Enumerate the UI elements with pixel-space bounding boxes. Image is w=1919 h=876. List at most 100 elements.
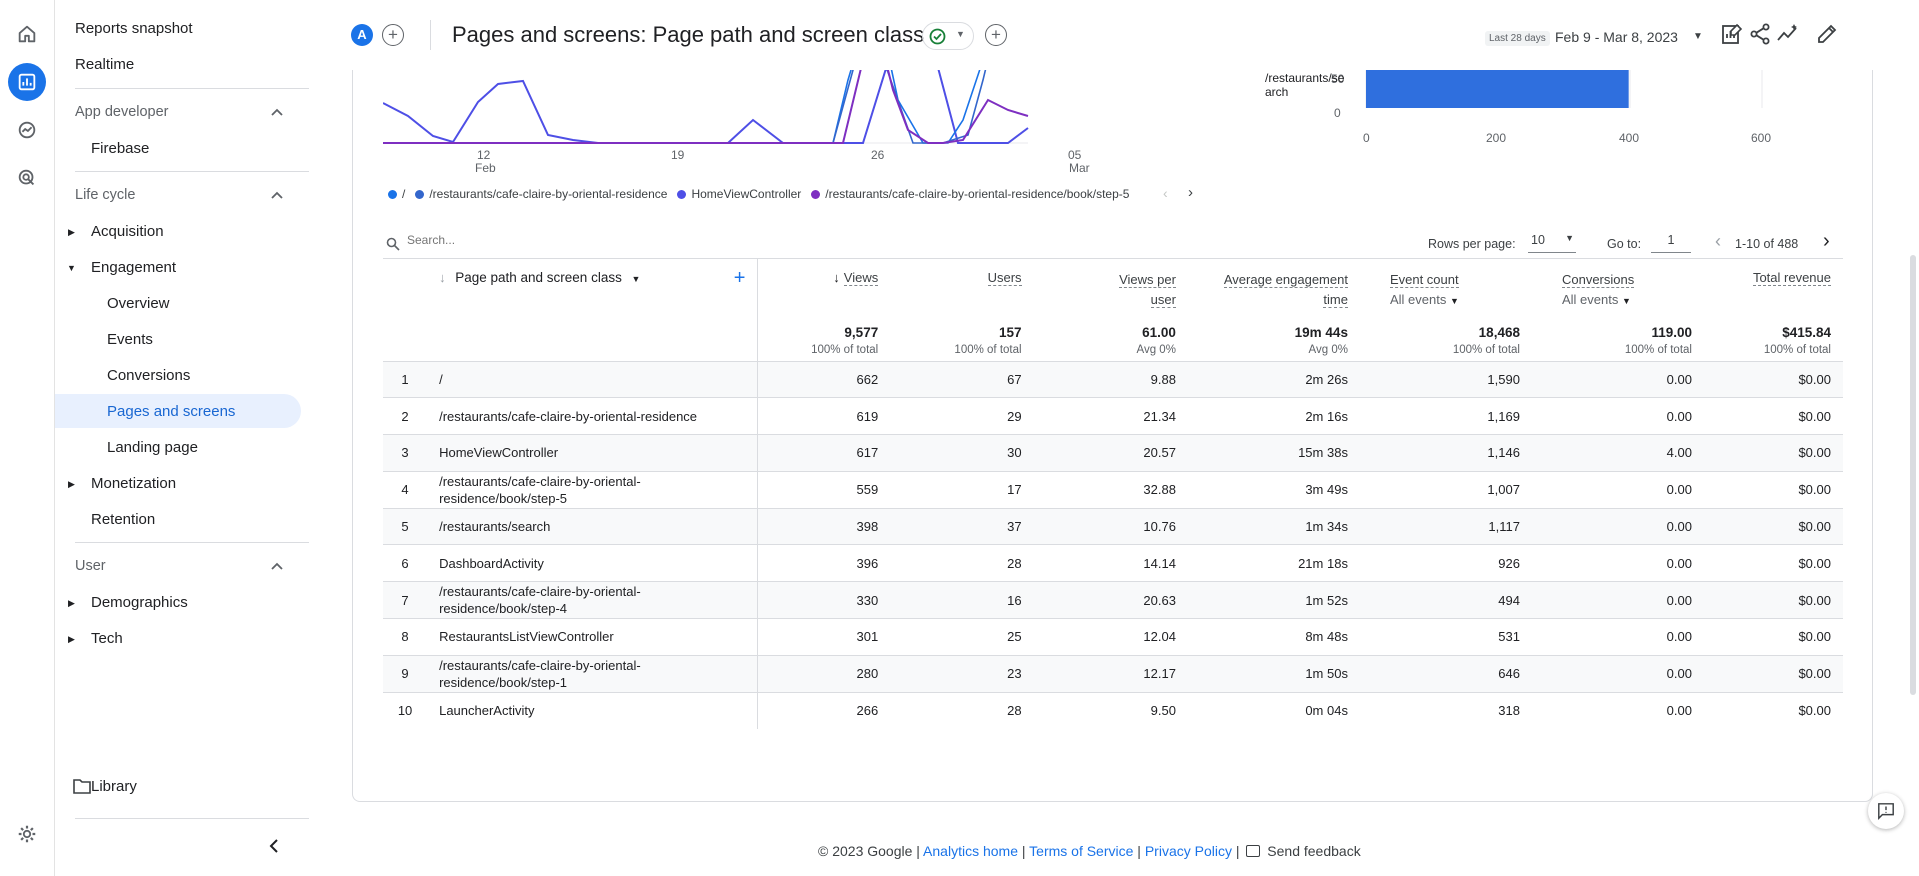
send-feedback-link[interactable]: Send feedback [1267, 843, 1361, 859]
comparison-avatar[interactable]: A [351, 24, 373, 46]
home-icon[interactable] [8, 15, 46, 53]
caret-down-icon[interactable]: ▼ [67, 263, 76, 273]
explore-icon[interactable] [8, 111, 46, 149]
nav-overview[interactable]: Overview [107, 295, 170, 312]
page-path-cell[interactable]: HomeViewController [427, 434, 759, 472]
share-icon[interactable] [1748, 22, 1772, 46]
views-cell: 280 [757, 654, 891, 693]
data-quality-dropdown[interactable]: ▼ [922, 22, 974, 50]
admin-gear-icon[interactable] [8, 815, 46, 853]
reports-icon[interactable] [8, 63, 46, 101]
date-dropdown-caret-icon[interactable]: ▼ [1693, 31, 1703, 42]
privacy-link[interactable]: Privacy Policy [1144, 843, 1232, 859]
page-path-cell[interactable]: DashboardActivity [427, 544, 759, 582]
prev-page-icon[interactable]: ‹ [1715, 231, 1721, 251]
legend-item[interactable]: / [388, 187, 405, 201]
insights-icon[interactable] [1776, 22, 1800, 46]
nav-section-user[interactable]: User [75, 558, 106, 574]
nav-pages-and-screens[interactable]: Pages and screens [107, 403, 236, 420]
conversion-filter-select[interactable]: All events [1561, 292, 1619, 307]
caret-right-icon[interactable]: ▶ [68, 479, 75, 489]
table-row[interactable]: 10 LauncherActivity 266 28 9.50 0m 04s 318 0.00… [383, 691, 1843, 729]
nav-retention[interactable]: Retention [91, 511, 156, 528]
conversions-header[interactable]: Conversions All events ▼ [1532, 259, 1704, 317]
legend-next-icon[interactable]: › [1188, 184, 1193, 201]
terms-link[interactable]: Terms of Service [1029, 843, 1134, 859]
feedback-button[interactable] [1868, 793, 1904, 829]
advertising-icon[interactable] [8, 159, 46, 197]
nav-tech[interactable]: Tech [91, 630, 123, 647]
rows-per-page-select[interactable]: 10 ▼ [1528, 233, 1576, 253]
nav-reports-snapshot[interactable]: Reports snapshot [75, 20, 193, 37]
table-row[interactable]: 3 HomeViewController 617 30 20.57 15m 38s 1,14… [383, 434, 1843, 472]
users-cell: 16 [890, 581, 1034, 619]
nav-monetization[interactable]: Monetization [91, 475, 177, 492]
chevron-up-icon[interactable] [271, 191, 283, 199]
add-filter-icon[interactable]: + [985, 24, 1007, 46]
page-path-cell[interactable]: /restaurants/cafe-claire-by-oriental-res… [427, 397, 759, 435]
table-row[interactable]: 6 DashboardActivity 396 28 14.14 21m 18s 926 0.… [383, 544, 1843, 582]
event-filter-select[interactable]: All events [1389, 292, 1447, 307]
users-header[interactable]: Users [890, 259, 1033, 317]
table-row[interactable]: 9/restaurants/cafe-claire-by-oriental-re… [383, 654, 1843, 693]
nav-realtime[interactable]: Realtime [75, 56, 135, 73]
legend-item[interactable]: HomeViewController [677, 187, 801, 201]
nav-engagement[interactable]: Engagement [91, 259, 177, 276]
nav-section-app-developer[interactable]: App developer [75, 104, 169, 120]
table-row[interactable]: 4/restaurants/cafe-claire-by-oriental-re… [383, 470, 1843, 509]
legend-item[interactable]: /restaurants/cafe-claire-by-oriental-res… [811, 187, 1129, 201]
caret-right-icon[interactable]: ▶ [68, 598, 75, 608]
nav-demographics[interactable]: Demographics [91, 594, 188, 611]
page-path-cell[interactable]: / [427, 360, 759, 398]
page-path-cell[interactable]: /restaurants/cafe-claire-by-oriental-res… [427, 470, 759, 509]
views-header[interactable]: ↓ Views [758, 259, 890, 317]
table-row[interactable]: 2/restaurants/cafe-claire-by-oriental-re… [383, 397, 1843, 435]
add-comparison-icon[interactable]: + [382, 24, 404, 46]
caret-right-icon[interactable]: ▶ [68, 634, 75, 644]
total-revenue-header[interactable]: Total revenue [1704, 259, 1843, 317]
table-row[interactable]: 8 RestaurantsListViewController 301 25 12.04… [383, 618, 1843, 656]
table-row[interactable]: 1/662 67 9.88 2m 26s 1,590 0.00 $0.00 [383, 360, 1843, 398]
go-to-input[interactable]: 1 [1651, 233, 1691, 253]
nav-section-life-cycle[interactable]: Life cycle [75, 187, 136, 203]
edit-pencil-icon[interactable] [1815, 22, 1839, 46]
page-path-cell[interactable]: LauncherActivity [427, 691, 759, 729]
customize-report-icon[interactable] [1720, 22, 1744, 46]
events-cell: 531 [1359, 618, 1532, 656]
users-cell: 28 [890, 544, 1034, 582]
page-path-cell[interactable]: /restaurants/cafe-claire-by-oriental-res… [427, 581, 759, 619]
event-count-header-label: Event count [1389, 272, 1459, 288]
add-dimension-icon[interactable]: + [733, 267, 746, 289]
total-value: 157 [999, 325, 1022, 340]
table-row[interactable]: 5/restaurants/search 398 37 10.76 1m 34s 1,11… [383, 507, 1843, 545]
legend-prev-icon[interactable]: ‹ [1163, 185, 1168, 201]
date-range-picker[interactable]: Feb 9 - Mar 8, 2023 [1555, 29, 1678, 45]
next-page-icon[interactable]: › [1823, 230, 1830, 252]
caret-right-icon[interactable]: ▶ [68, 227, 75, 237]
collapse-nav-chevron-icon[interactable] [268, 838, 280, 854]
chevron-up-icon[interactable] [271, 562, 283, 570]
page-path-cell[interactable]: /restaurants/search [427, 507, 759, 545]
nav-landing-page[interactable]: Landing page [107, 439, 198, 456]
nav-library[interactable]: Library [91, 778, 137, 795]
nav-events[interactable]: Events [107, 331, 153, 348]
legend-item[interactable]: /restaurants/cafe-claire-by-oriental-res… [415, 187, 667, 201]
views-cell: 559 [757, 470, 891, 509]
event-count-header[interactable]: Event count All events ▼ [1360, 259, 1532, 317]
page-path-cell[interactable]: /restaurants/cafe-claire-by-oriental-res… [427, 654, 759, 693]
chevron-up-icon[interactable] [271, 108, 283, 116]
dimension-header[interactable]: ↓ Page path and screen class ▼ + [427, 259, 759, 317]
analytics-home-link[interactable]: Analytics home [923, 843, 1018, 859]
nav-conversions[interactable]: Conversions [107, 367, 191, 384]
table-search-input[interactable] [407, 233, 707, 247]
nav-acquisition[interactable]: Acquisition [91, 223, 164, 240]
page-scrollbar[interactable] [1910, 255, 1916, 695]
table-row[interactable]: 7/restaurants/cafe-claire-by-oriental-re… [383, 581, 1843, 619]
views-per-user-header[interactable]: Views per user [1034, 259, 1188, 317]
avg-engagement-header[interactable]: Average engagement time [1188, 259, 1360, 317]
nav-firebase[interactable]: Firebase [91, 140, 150, 157]
dropdown-caret-icon: ▼ [1449, 296, 1459, 306]
aet-cell: 1m 50s [1187, 654, 1360, 693]
dimension-dropdown-icon[interactable]: ▼ [631, 274, 641, 284]
page-path-cell[interactable]: RestaurantsListViewController [427, 618, 759, 656]
